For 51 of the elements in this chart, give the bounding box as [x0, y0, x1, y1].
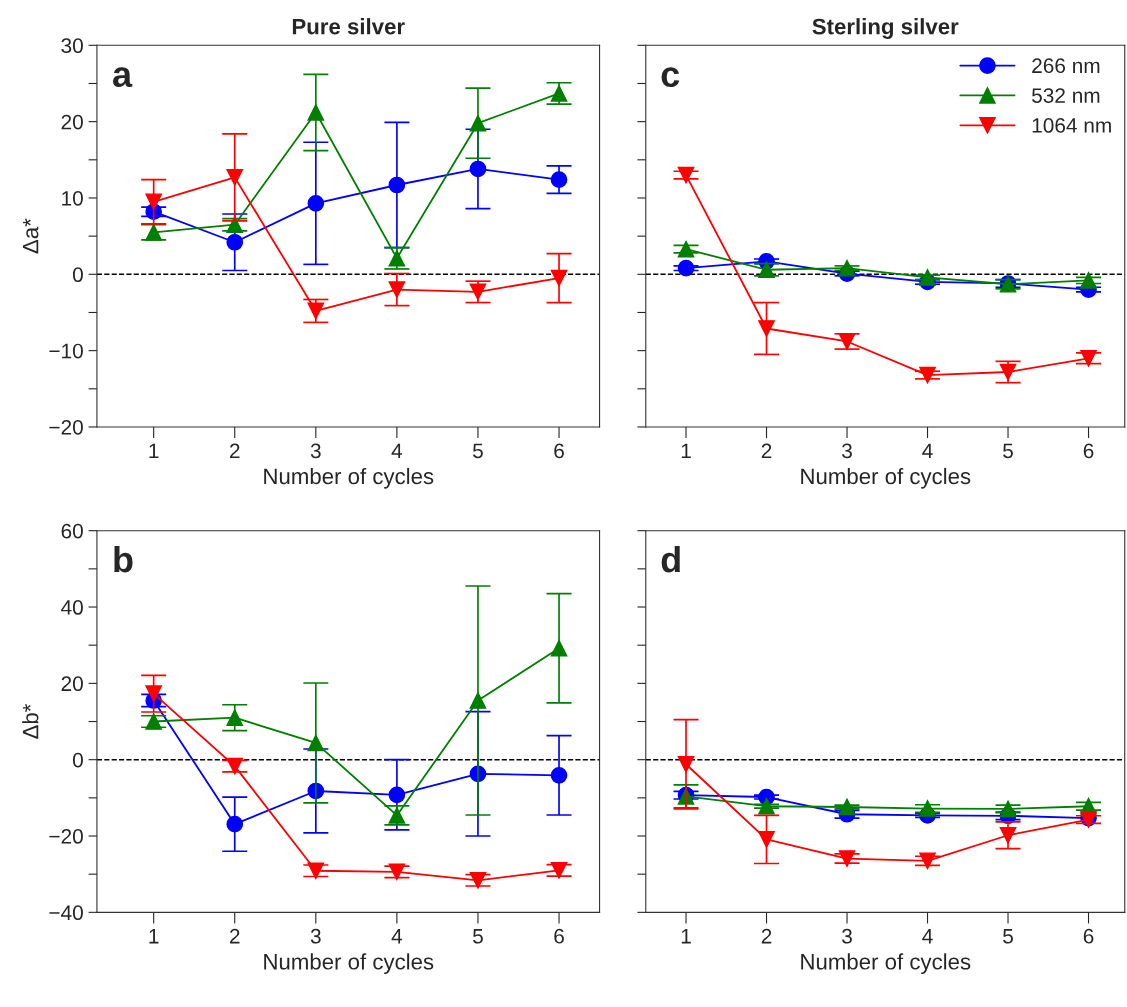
annotation: a	[113, 67, 133, 88]
annotation: d	[661, 545, 680, 573]
y-tick-label: −20	[49, 419, 83, 435]
x-tick-label: 3	[842, 928, 852, 944]
x-tick-label: 6	[1083, 928, 1094, 944]
x-tick-label: 4	[391, 929, 403, 944]
legend-label: 266 nm	[1032, 58, 1100, 74]
y-tick-label: −10	[49, 343, 83, 359]
y-tick-label: 20	[61, 114, 83, 130]
x-tick-label: 5	[473, 929, 483, 944]
legend-label: 532 nm	[1032, 88, 1100, 103]
x-axis-title: Number of cycles	[801, 467, 971, 489]
x-tick-label: 4	[922, 443, 933, 459]
x-tick-label: 2	[761, 928, 772, 944]
x-tick-label: 2	[230, 928, 240, 944]
x-tick-label: 1	[681, 443, 691, 459]
x-tick-label: 1	[149, 929, 159, 944]
y-tick-label: 0	[72, 267, 83, 283]
y-tick-label: 10	[62, 190, 83, 206]
y-tick-label: −40	[49, 905, 83, 921]
y-tick-label: 0	[72, 752, 83, 768]
chart-title: Sterling silver	[812, 18, 959, 39]
y-axis-title: Δa*	[22, 218, 39, 254]
legend-label: 1064 nm	[1032, 118, 1111, 133]
y-tick-label: 30	[61, 38, 83, 54]
x-tick-label: 6	[554, 443, 564, 459]
y-tick-label: 40	[61, 600, 83, 615]
x-axis-title: Number of cycles	[801, 953, 971, 975]
x-tick-label: 3	[310, 443, 321, 459]
y-tick-label: 60	[61, 523, 83, 539]
x-tick-label: 5	[1003, 929, 1013, 944]
x-tick-label: 6	[554, 928, 564, 944]
x-tick-label: 2	[230, 443, 240, 459]
x-tick-label: 1	[681, 929, 691, 944]
chart-title: Pure silver	[292, 18, 405, 35]
annotation: b	[114, 545, 133, 573]
x-tick-label: 4	[391, 443, 403, 459]
x-tick-label: 5	[1003, 443, 1013, 459]
y-tick-label: 20	[61, 676, 83, 692]
annotation: c	[661, 67, 680, 88]
x-tick-label: 5	[473, 443, 483, 459]
y-tick-label: −20	[49, 829, 83, 844]
x-axis-title: Number of cycles	[264, 953, 434, 975]
x-tick-label: 3	[310, 928, 321, 944]
x-axis-title: Number of cycles	[264, 467, 434, 489]
y-axis-title: Δb*	[22, 703, 39, 739]
x-tick-label: 3	[842, 443, 852, 459]
x-tick-label: 6	[1083, 443, 1094, 459]
x-tick-label: 1	[149, 443, 159, 459]
x-tick-label: 2	[761, 443, 772, 459]
x-tick-label: 4	[922, 929, 933, 944]
